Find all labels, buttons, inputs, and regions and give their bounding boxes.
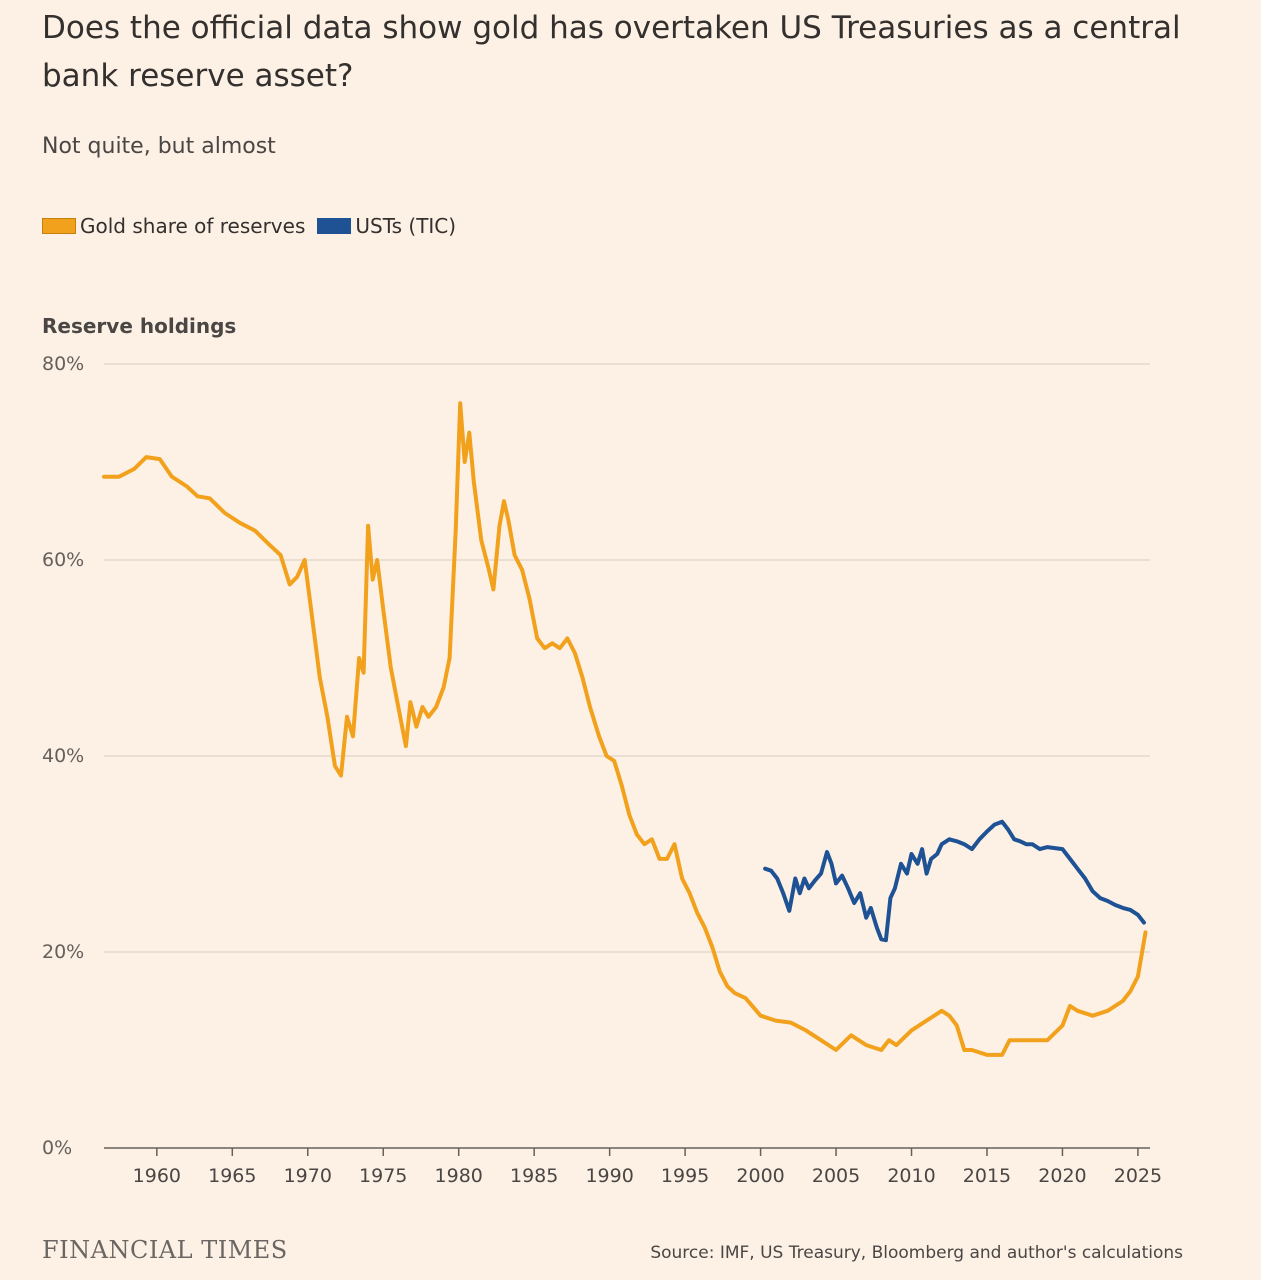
y-tick-labels: 0% 20% 40% 60% 80% <box>42 353 84 1159</box>
legend-label-gold: Gold share of reserves <box>80 214 306 238</box>
y-tick-label: 60% <box>42 549 84 571</box>
legend-swatch-gold <box>42 218 76 234</box>
x-tick-label: 1980 <box>435 1165 483 1187</box>
chart-subtitle: Not quite, but almost <box>42 134 276 159</box>
x-tick-label: 2025 <box>1114 1165 1162 1187</box>
x-tick-label: 2020 <box>1038 1165 1086 1187</box>
x-tick-label: 2005 <box>812 1165 860 1187</box>
gold-share-line <box>102 401 1148 1057</box>
usts-line <box>763 819 1146 943</box>
y-tick-label: 0% <box>42 1137 72 1159</box>
chart-title: Does the official data show gold has ove… <box>42 10 1181 94</box>
x-tick-label: 1985 <box>510 1165 558 1187</box>
legend: Gold share of reserves USTs (TIC) <box>42 214 468 238</box>
x-tick-label: 1960 <box>133 1165 181 1187</box>
y-axis-label: Reserve holdings <box>42 314 236 338</box>
line-chart: Reserve holdings 0% 20% 40% 60% 80% 1960 1965… <box>42 314 1162 1187</box>
x-axis: 1960 1965 1970 1975 1980 1985 1990 1995 2000 2005… <box>104 1147 1162 1187</box>
x-tick-label: 1970 <box>284 1165 332 1187</box>
source-note: Source: IMF, US Treasury, Bloomberg and … <box>650 1243 1183 1263</box>
legend-swatch-usts <box>317 218 352 234</box>
x-tick-label: 1995 <box>661 1165 709 1187</box>
legend-item-usts: USTs (TIC) <box>317 214 456 238</box>
y-tick-label: 20% <box>42 941 84 963</box>
y-tick-label: 40% <box>42 745 84 767</box>
series-lines <box>102 401 1148 1057</box>
legend-item-gold: Gold share of reserves <box>42 214 305 238</box>
gridlines <box>104 363 1150 953</box>
ft-logo: FINANCIAL TIMES <box>42 1236 288 1264</box>
legend-label-usts: USTs (TIC) <box>355 214 457 238</box>
x-tick-label: 2010 <box>887 1165 935 1187</box>
x-tick-label: 1975 <box>359 1165 407 1187</box>
x-tick-label: 1990 <box>585 1165 633 1187</box>
x-tick-label: 1965 <box>208 1165 256 1187</box>
x-tick-label: 2015 <box>963 1165 1011 1187</box>
y-tick-label: 80% <box>42 353 84 375</box>
x-tick-label: 2000 <box>736 1165 784 1187</box>
